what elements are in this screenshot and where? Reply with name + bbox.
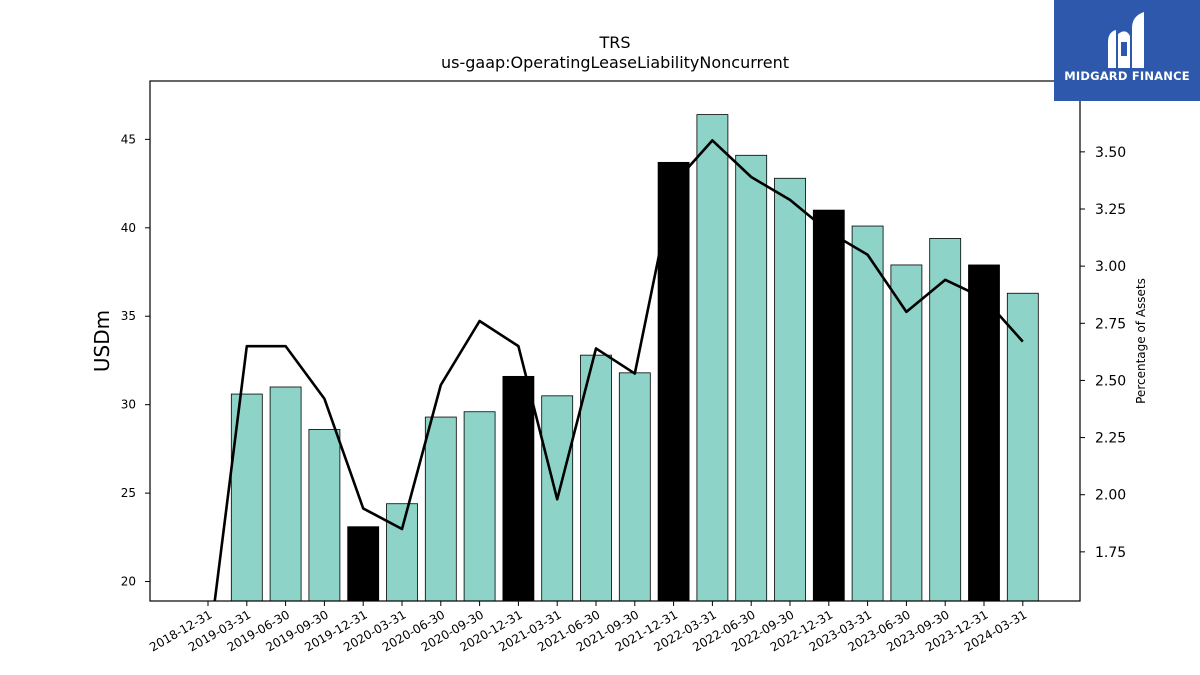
- y2-tick-label: 3.50: [1095, 145, 1126, 161]
- chart-subtitle: us-gaap:OperatingLeaseLiabilityNoncurren…: [441, 53, 789, 72]
- y-axis-left: 20 25 30 35 40 45: [121, 132, 150, 589]
- bar-2019-12-31: [347, 526, 380, 602]
- bar-2024-03-31: [1006, 292, 1039, 602]
- bar-2023-09-30: [929, 238, 962, 602]
- y-axis-right: 1.75 2.00 2.25 2.50 2.75 3.00 3.25 3.50: [1080, 145, 1126, 561]
- y2-tick-label: 2.25: [1095, 431, 1126, 447]
- y2-tick-label: 2.50: [1095, 373, 1126, 389]
- line-layer: [213, 139, 1024, 601]
- bar-2021-09-30: [618, 372, 651, 602]
- y-tick-label: 30: [121, 398, 136, 412]
- y-tick-label: 40: [121, 221, 136, 235]
- plot-frame: [149, 80, 1081, 602]
- y2-tick-label: 2.00: [1095, 488, 1126, 504]
- bar-2022-09-30: [774, 177, 806, 602]
- y-tick-label: 20: [121, 575, 136, 589]
- bar-2020-09-30: [463, 411, 496, 602]
- percentage-of-assets-line: [213, 139, 1024, 601]
- chart-title: TRS: [598, 33, 630, 52]
- y-tick-label: 35: [121, 309, 136, 323]
- bar-2020-12-31: [502, 375, 535, 602]
- y-tick-label: 25: [121, 486, 136, 500]
- bar-2022-12-31: [812, 209, 845, 602]
- y-axis-label: USDm: [90, 310, 114, 372]
- bar-2022-03-31: [696, 114, 729, 602]
- x-axis: 2018-12-312019-03-312019-06-302019-09-30…: [147, 601, 1029, 654]
- bar-2019-06-30: [269, 386, 302, 602]
- bar-2021-12-31: [657, 161, 690, 602]
- logo-text: MIDGARD FINANCE: [1064, 69, 1190, 83]
- logo-mark-icon: [1108, 12, 1144, 68]
- y2-tick-label: 2.75: [1095, 316, 1126, 332]
- bar-2023-06-30: [890, 264, 923, 602]
- y2-tick-label: 3.25: [1095, 202, 1126, 218]
- bar-2023-03-31: [851, 225, 884, 602]
- y2-tick-label: 3.00: [1095, 259, 1126, 275]
- bar-2020-03-31: [386, 503, 418, 602]
- y-tick-label: 45: [121, 132, 136, 146]
- bar-2020-06-30: [424, 416, 457, 602]
- bar-2022-06-30: [735, 154, 768, 602]
- bar-2021-06-30: [580, 354, 612, 602]
- bar-2019-09-30: [308, 429, 341, 602]
- bar-2023-12-31: [968, 264, 1000, 602]
- bars: [230, 114, 1039, 602]
- y2-tick-label: 1.75: [1095, 545, 1126, 561]
- y2-axis-label: Percentage of Assets: [1134, 278, 1148, 404]
- brand-logo: MIDGARD FINANCE: [1054, 0, 1200, 101]
